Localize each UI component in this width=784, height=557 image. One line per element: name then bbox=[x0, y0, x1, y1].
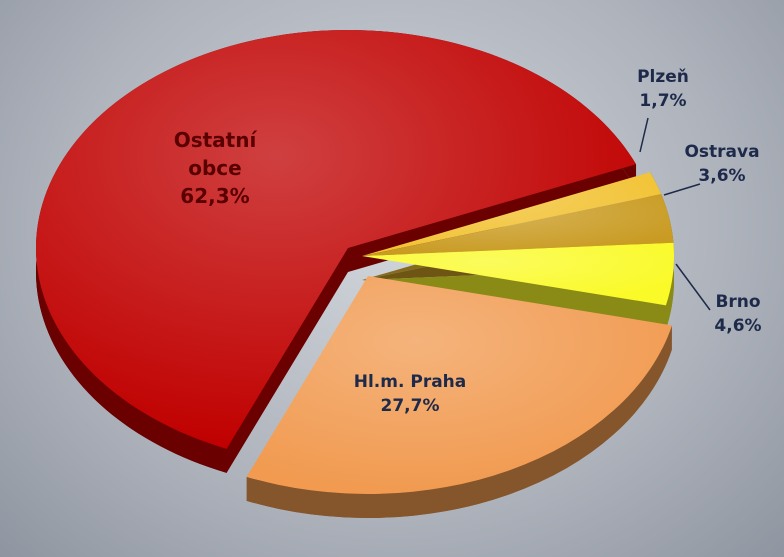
slice-side bbox=[665, 242, 675, 330]
value-label: 4,6% bbox=[714, 316, 762, 336]
slice-shine bbox=[362, 194, 674, 256]
category-name: Brno bbox=[715, 292, 761, 313]
slice-shine bbox=[246, 276, 672, 494]
slice-side bbox=[246, 325, 672, 518]
value-label: 1,7% bbox=[639, 91, 687, 111]
slice-label: Brno 4,6% bbox=[714, 291, 761, 339]
leader-line bbox=[663, 183, 701, 196]
value-label: 27,7% bbox=[380, 396, 440, 416]
slice-label: Ostatní obce 62,3% bbox=[165, 126, 265, 210]
slice-label: Plzeň 1,7% bbox=[637, 66, 689, 114]
value-label: 3,6% bbox=[698, 166, 746, 186]
leader-line bbox=[675, 263, 711, 311]
slice-label: Hl.m. Praha 27,7% bbox=[354, 371, 467, 419]
slice-label: Ostrava 3,6% bbox=[684, 141, 759, 189]
leader-line bbox=[639, 117, 649, 153]
value-label: 62,3% bbox=[180, 184, 250, 208]
slice-shine bbox=[362, 242, 675, 306]
category-name: Ostrava bbox=[684, 142, 760, 163]
category-name: Plzeň bbox=[637, 67, 689, 88]
slice-shine bbox=[362, 172, 662, 256]
slice-shine bbox=[35, 29, 637, 449]
category-name: Ostatní obce bbox=[173, 128, 257, 180]
category-name: Hl.m. Praha bbox=[353, 372, 467, 393]
